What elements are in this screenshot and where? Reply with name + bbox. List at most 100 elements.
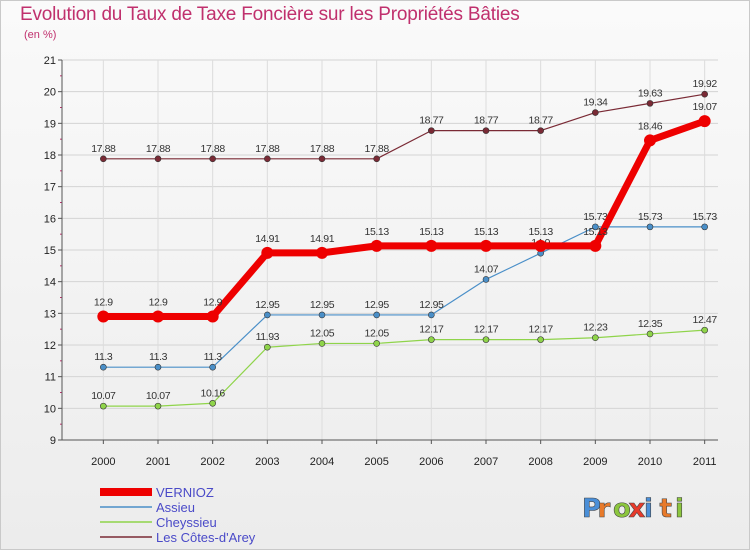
- data-label: 12.95: [310, 299, 335, 311]
- legend-label: Assieu: [156, 500, 195, 515]
- x-tick-label: 2002: [200, 456, 224, 468]
- data-label: 15.73: [638, 211, 663, 223]
- data-label: 12.95: [419, 299, 444, 311]
- data-label: 12.17: [419, 324, 444, 336]
- axes: 9 10 11 12 13 14 15 16 17 18 19 20 21 2000 2001 2002 200…: [44, 55, 718, 468]
- data-label: 12.17: [529, 324, 554, 336]
- data-label: 12.05: [365, 327, 390, 339]
- data-point: [646, 330, 654, 338]
- data-point: [480, 239, 492, 252]
- data-point: [701, 223, 708, 231]
- data-point: [428, 311, 435, 319]
- data-label: 17.88: [146, 143, 171, 155]
- data-point: [154, 363, 162, 371]
- x-tick-label: 2006: [419, 456, 443, 468]
- series-line-cheyssieu: [103, 329, 705, 407]
- data-label: 12.05: [310, 327, 335, 339]
- series-layer: 17.88 17.88 17.88 17.88 17.88 17.88 18.77 18.77…: [91, 78, 718, 410]
- data-point: [589, 239, 602, 252]
- gridlines: [62, 59, 718, 441]
- data-label: 14.07: [474, 263, 499, 275]
- data-label: 12.95: [255, 299, 280, 311]
- data-point: [373, 155, 380, 163]
- data-point: [482, 336, 490, 343]
- data-label: 19.92: [693, 78, 718, 90]
- data-label: 19.34: [583, 97, 608, 109]
- data-point: [318, 311, 326, 319]
- data-label: 11.3: [94, 351, 113, 363]
- logo-letter: P: [582, 494, 601, 524]
- logo-letter: x: [629, 494, 646, 524]
- logo-letter: r: [598, 494, 611, 524]
- data-point: [318, 340, 326, 347]
- data-point: [537, 336, 544, 343]
- data-point: [425, 239, 438, 252]
- data-label: 15.13: [365, 226, 390, 238]
- data-label: 11.3: [204, 351, 223, 363]
- data-point: [592, 109, 599, 116]
- legend-label: VERNIOZ: [156, 485, 214, 500]
- data-label: 10.16: [201, 387, 226, 399]
- data-label: 19.63: [638, 87, 663, 99]
- data-point: [318, 155, 326, 163]
- data-label: 12.9: [203, 297, 222, 309]
- series-line-vernioz: [103, 117, 706, 320]
- data-label: 17.88: [201, 143, 226, 155]
- data-point: [264, 343, 271, 351]
- data-point: [701, 90, 708, 98]
- y-tick-label: 11: [45, 372, 56, 384]
- y-tick-label: 16: [44, 213, 56, 225]
- data-point: [100, 155, 107, 163]
- legend-label: Les Côtes-d'Arey: [156, 530, 256, 545]
- data-point: [209, 155, 216, 163]
- data-point: [592, 223, 599, 231]
- data-label: 15.73: [693, 211, 718, 223]
- y-tick-label: 12: [44, 340, 56, 352]
- y-tick-label: 9: [50, 435, 56, 447]
- data-label: 15.13: [583, 226, 608, 238]
- data-point: [264, 155, 271, 163]
- data-label: 18.77: [529, 115, 554, 127]
- data-label: 19.07: [693, 101, 718, 113]
- data-label: 18.77: [474, 115, 499, 127]
- data-point: [592, 334, 599, 342]
- y-tick-label: 15: [44, 245, 56, 257]
- chart-title: Evolution du Taux de Taxe Foncière sur l…: [20, 4, 520, 25]
- series-line-les-c-tes-d-arey: [103, 93, 705, 160]
- data-point: [370, 239, 383, 252]
- data-point: [97, 310, 110, 323]
- y-tick-label: 13: [44, 308, 56, 320]
- logo-letter: t: [660, 494, 672, 524]
- data-label: 12.35: [638, 318, 663, 330]
- x-tick-label: 2009: [583, 456, 607, 468]
- data-label: 11.93: [256, 331, 280, 343]
- data-point: [644, 134, 656, 147]
- data-point: [534, 239, 547, 252]
- data-label: 12.9: [94, 297, 113, 309]
- y-tick-label: 18: [44, 150, 56, 162]
- legend-label: Cheyssieu: [156, 515, 217, 530]
- logo-letter: i: [675, 494, 684, 524]
- data-label: 12.23: [583, 322, 608, 334]
- x-tick-label: 2008: [528, 456, 552, 468]
- data-point: [152, 310, 164, 323]
- data-label: 12.47: [693, 314, 718, 326]
- y-tick-label: 20: [44, 87, 56, 99]
- x-tick-label: 2010: [638, 456, 662, 468]
- data-label: 15.13: [529, 226, 554, 238]
- data-point: [373, 340, 380, 347]
- data-point: [537, 127, 544, 134]
- data-point: [100, 402, 107, 410]
- data-point: [373, 311, 380, 319]
- data-point: [646, 223, 654, 231]
- data-point: [154, 155, 162, 163]
- data-label: 10.07: [91, 390, 116, 402]
- data-label: 18.46: [638, 120, 663, 132]
- data-label: 17.88: [255, 143, 280, 155]
- proxiti-logo: Pr oxi t i: [582, 494, 685, 525]
- data-label: 11.3: [149, 351, 168, 363]
- y-tick-label: 19: [44, 118, 56, 130]
- data-label: 17.88: [310, 143, 335, 155]
- data-point: [206, 310, 219, 323]
